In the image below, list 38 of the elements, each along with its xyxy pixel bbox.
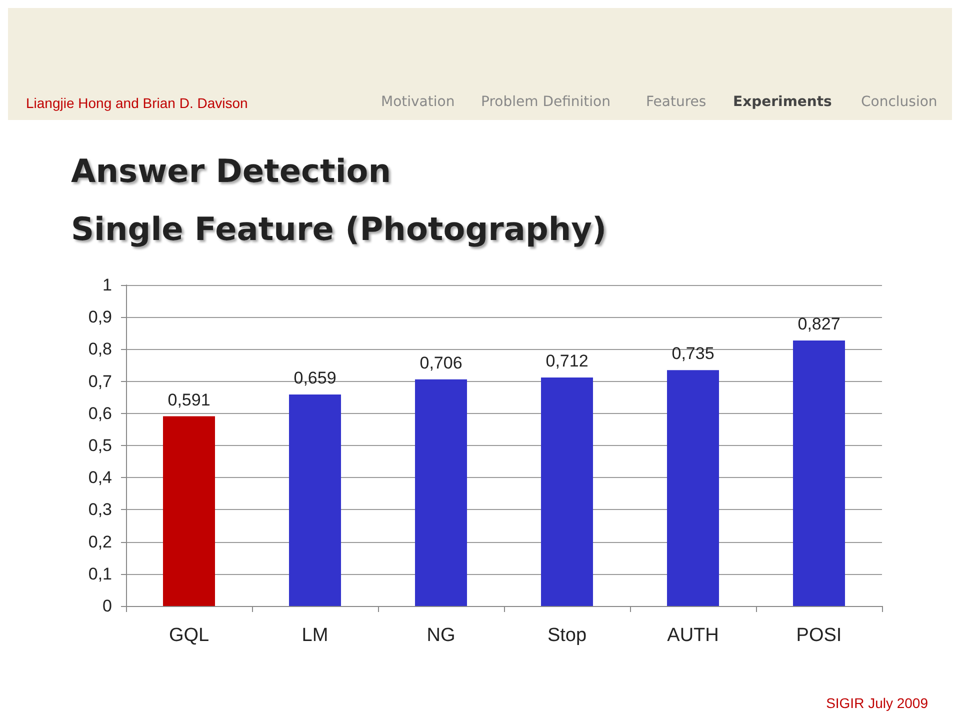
bar bbox=[541, 377, 593, 606]
x-tick-label: GQL bbox=[168, 625, 210, 646]
x-tick-label: AUTH bbox=[667, 625, 719, 646]
y-tick-label: 0 bbox=[102, 596, 112, 616]
bar bbox=[793, 340, 845, 606]
x-tick-label: Stop bbox=[547, 625, 587, 646]
y-tick-label: 0,5 bbox=[88, 436, 112, 455]
data-label: 0,659 bbox=[294, 368, 336, 388]
data-label: 0,706 bbox=[420, 353, 462, 372]
text: Problem Definition bbox=[481, 94, 610, 110]
x-tick-label: LM bbox=[302, 625, 328, 646]
bar bbox=[163, 416, 215, 606]
text: Features bbox=[646, 94, 706, 110]
y-tick-label: 0,6 bbox=[88, 404, 112, 423]
y-tick-label: 0,8 bbox=[88, 340, 112, 359]
text: Motivation bbox=[381, 94, 455, 110]
text: Experiments bbox=[733, 94, 832, 110]
text: Liangjie Hong and Brian D. Davison bbox=[26, 95, 248, 111]
bar bbox=[415, 379, 467, 606]
y-tick-label: 0,4 bbox=[88, 468, 112, 488]
chart-subtitle: Single Feature (Photography) bbox=[71, 210, 607, 248]
y-tick-label: 0,2 bbox=[88, 532, 112, 552]
chart-title: Answer Detection bbox=[71, 152, 392, 190]
data-label: 0,591 bbox=[168, 390, 210, 410]
data-label: 0,712 bbox=[546, 351, 588, 370]
text: SIGIR July 2009 bbox=[826, 695, 928, 711]
data-label: 0,827 bbox=[798, 314, 840, 334]
y-tick-label: 1 bbox=[102, 276, 112, 294]
y-tick-label: 0,3 bbox=[88, 500, 112, 520]
text: Conclusion bbox=[861, 94, 938, 110]
bar bbox=[667, 370, 719, 606]
x-tick-label: NG bbox=[426, 625, 456, 646]
y-tick-label: 0,7 bbox=[88, 372, 112, 391]
data-label: 0,735 bbox=[672, 344, 714, 364]
y-tick-label: 0,9 bbox=[88, 308, 112, 327]
x-tick-label: POSI bbox=[796, 625, 842, 646]
bar bbox=[289, 394, 341, 606]
y-tick-label: 0,1 bbox=[88, 564, 112, 584]
